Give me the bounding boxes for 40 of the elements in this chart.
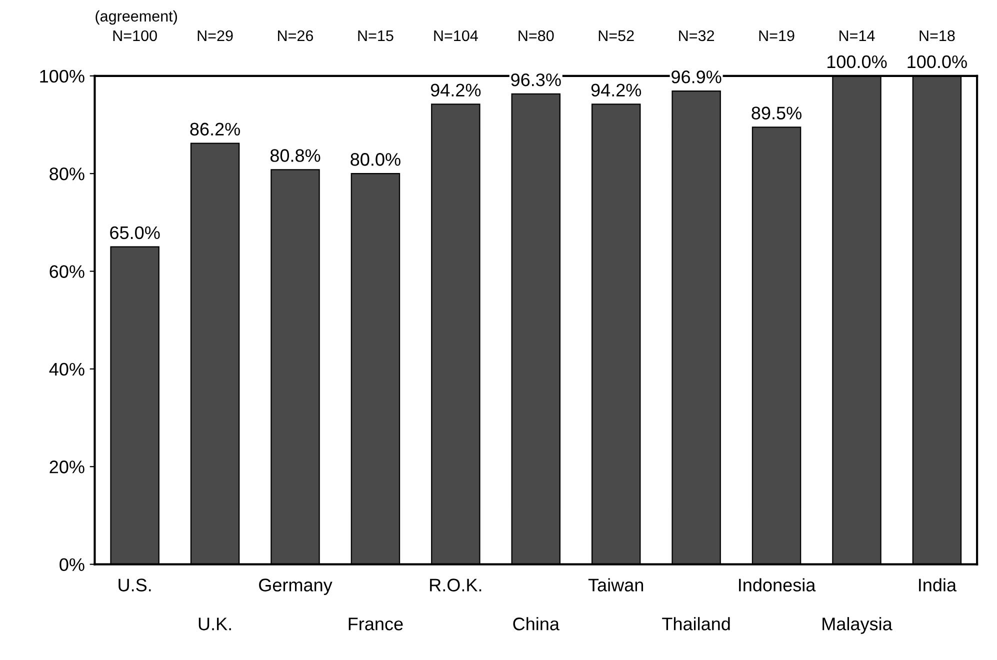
x-tick-label: R.O.K. <box>430 578 482 592</box>
text: N=32 <box>679 30 714 42</box>
text: N=18 <box>920 30 955 42</box>
y-tick-label: 0% <box>60 558 84 572</box>
text: N=52 <box>598 30 634 42</box>
x-tick-label: Taiwan <box>588 578 644 592</box>
x-tick-label: France <box>348 618 403 630</box>
y-tick-label: 60% <box>50 265 84 278</box>
data-label: 86.2% <box>190 122 240 136</box>
text: N=26 <box>278 30 314 42</box>
x-tick-label: U.K. <box>198 618 231 630</box>
text: N=15 <box>358 30 394 42</box>
data-label: 96.3% <box>511 73 561 86</box>
x-tick-label: Malaysia <box>822 617 892 634</box>
x-tick-label: China <box>513 617 560 630</box>
text: N=100 <box>113 30 157 42</box>
x-tick-label: Germany <box>259 578 332 596</box>
y-tick-label: 100% <box>40 70 84 83</box>
y-axis-title: (agreement) <box>96 10 177 25</box>
y-tick-label: 20% <box>50 460 84 474</box>
text: N=80 <box>518 30 554 42</box>
data-label: 100.0% <box>908 55 967 68</box>
x-tick-label: Thailand <box>662 617 730 630</box>
text: N=14 <box>840 30 875 41</box>
text: N=104 <box>434 30 478 42</box>
x-tick-label: U.S. <box>118 578 151 592</box>
data-label: 94.2% <box>430 84 481 96</box>
text: N=29 <box>198 30 233 42</box>
data-label: 80.0% <box>350 153 400 166</box>
data-label: 65.0% <box>110 226 160 240</box>
y-tick-label: 40% <box>49 362 84 376</box>
data-label: 89.5% <box>752 106 802 120</box>
text: N=19 <box>759 30 794 42</box>
y-tick-label: 80% <box>50 168 84 180</box>
x-tick-label: Indonesia <box>739 578 816 592</box>
data-label: 94.2% <box>591 84 642 96</box>
data-label: 80.8% <box>270 149 320 162</box>
x-tick-label: India <box>919 578 957 592</box>
data-label: 100.0% <box>828 55 887 68</box>
data-label: 96.9% <box>672 70 722 84</box>
